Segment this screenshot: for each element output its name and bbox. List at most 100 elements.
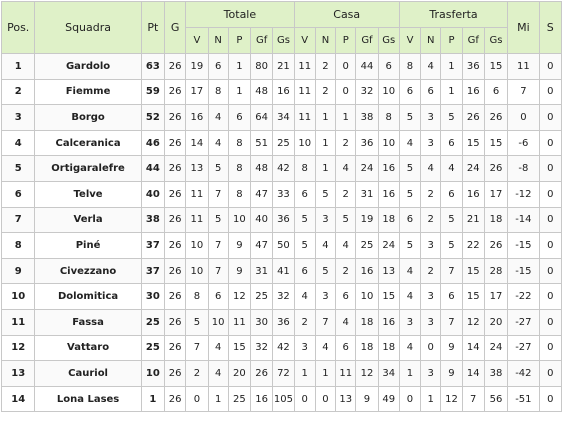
position-cell: 2 xyxy=(0,78,36,106)
casa-gs-cell: 10 xyxy=(377,78,400,106)
s-cell: 0 xyxy=(538,180,563,208)
s-cell: 0 xyxy=(538,104,563,131)
position-cell: 8 xyxy=(0,232,36,259)
tot-gs-cell: 72 xyxy=(272,360,295,387)
tras-v-cell: 4 xyxy=(398,283,422,310)
tot-gs-cell: 36 xyxy=(272,206,295,234)
tras-gf-cell: 14 xyxy=(461,360,485,387)
games-cell: 26 xyxy=(163,334,187,362)
points-cell: 37 xyxy=(140,232,166,259)
points-cell: 38 xyxy=(140,206,166,234)
tot-gs-cell: 16 xyxy=(272,78,295,106)
tras-n-cell: 3 xyxy=(420,308,442,336)
team-name-cell: Telve xyxy=(34,180,142,208)
tot-v-cell: 8 xyxy=(185,283,209,310)
games-cell: 26 xyxy=(163,129,187,157)
casa-v-cell: 10 xyxy=(293,129,316,157)
casa-gs-cell: 34 xyxy=(377,360,400,387)
header-team: Squadra xyxy=(34,1,142,54)
tras-gs-cell: 26 xyxy=(483,155,509,182)
tras-gs-cell: 17 xyxy=(483,180,509,208)
tot-gf-cell: 51 xyxy=(250,129,274,157)
casa-p-cell: 0 xyxy=(335,53,357,80)
tras-p-cell: 12 xyxy=(440,385,463,413)
tras-n-cell: 2 xyxy=(420,180,442,208)
casa-gs-cell: 49 xyxy=(377,385,400,413)
casa-p-cell: 0 xyxy=(335,78,357,106)
casa-v-cell: 3 xyxy=(293,334,316,362)
tot-n-cell: 6 xyxy=(207,53,229,80)
tot-gs-cell: 41 xyxy=(272,257,295,285)
casa-p-cell: 4 xyxy=(335,308,357,336)
team-name-cell: Piné xyxy=(34,232,142,259)
games-cell: 26 xyxy=(163,257,187,285)
tras-gs-cell: 28 xyxy=(483,257,509,285)
points-cell: 40 xyxy=(140,180,166,208)
casa-p-cell: 6 xyxy=(335,334,357,362)
casa-n-cell: 7 xyxy=(314,308,337,336)
casa-n-cell: 1 xyxy=(314,155,337,182)
tot-v-cell: 11 xyxy=(185,206,209,234)
team-name-cell: Gardolo xyxy=(34,53,142,80)
tot-gf-cell: 32 xyxy=(250,334,274,362)
tras-gf-cell: 16 xyxy=(461,78,485,106)
tras-v-cell: 0 xyxy=(398,385,422,413)
tras-v-cell: 8 xyxy=(398,53,422,80)
tot-n-cell: 5 xyxy=(207,206,229,234)
position-cell: 3 xyxy=(0,104,36,131)
position-cell: 4 xyxy=(0,129,36,157)
tot-gf-cell: 26 xyxy=(250,360,274,387)
casa-gf-cell: 24 xyxy=(355,155,379,182)
position-cell: 7 xyxy=(0,206,36,234)
position-cell: 9 xyxy=(0,257,36,285)
tras-v-cell: 6 xyxy=(398,206,422,234)
tot-n-cell: 8 xyxy=(207,78,229,106)
tot-p-cell: 8 xyxy=(227,129,252,157)
tot-v-cell: 13 xyxy=(185,155,209,182)
tot-gs-cell: 50 xyxy=(272,232,295,259)
mi-cell: -27 xyxy=(507,334,540,362)
casa-gf-cell: 18 xyxy=(355,308,379,336)
tras-n-cell: 4 xyxy=(420,155,442,182)
team-name-cell: Civezzano xyxy=(34,257,142,285)
mi-cell: 11 xyxy=(507,53,540,80)
team-name-cell: Borgo xyxy=(34,104,142,131)
tras-n-cell: 3 xyxy=(420,232,442,259)
tras-v-cell: 4 xyxy=(398,129,422,157)
tot-gf-cell: 40 xyxy=(250,206,274,234)
tras-p-cell: 6 xyxy=(440,180,463,208)
casa-v-cell: 2 xyxy=(293,308,316,336)
mi-cell: -51 xyxy=(507,385,540,413)
casa-n-cell: 3 xyxy=(314,206,337,234)
tras-v-cell: 5 xyxy=(398,180,422,208)
tot-gf-cell: 30 xyxy=(250,308,274,336)
casa-gf-cell: 9 xyxy=(355,385,379,413)
team-name-cell: Verla xyxy=(34,206,142,234)
tot-v-cell: 5 xyxy=(185,308,209,336)
table-row: 8 Piné 37 26 10 7 9 47 50 5 4 4 25 24 5 3 5 22 26 -15 0 xyxy=(0,232,563,259)
tot-v-cell: 14 xyxy=(185,129,209,157)
casa-p-cell: 11 xyxy=(335,360,357,387)
tras-p-cell: 1 xyxy=(440,78,463,106)
tras-gf-cell: 7 xyxy=(461,385,485,413)
s-cell: 0 xyxy=(538,129,563,157)
tras-n-cell: 2 xyxy=(420,257,442,285)
casa-n-cell: 1 xyxy=(314,104,337,131)
points-cell: 63 xyxy=(140,53,166,80)
tot-n-cell: 10 xyxy=(207,308,229,336)
tot-gs-cell: 21 xyxy=(272,53,295,80)
games-cell: 26 xyxy=(163,78,187,106)
tras-n-cell: 3 xyxy=(420,360,442,387)
header-group-trasferta: Trasferta xyxy=(398,1,509,28)
games-cell: 26 xyxy=(163,283,187,310)
casa-p-cell: 1 xyxy=(335,104,357,131)
tras-gf-cell: 16 xyxy=(461,180,485,208)
casa-n-cell: 5 xyxy=(314,180,337,208)
tras-gs-cell: 38 xyxy=(483,360,509,387)
casa-v-cell: 0 xyxy=(293,385,316,413)
tot-v-cell: 10 xyxy=(185,257,209,285)
tot-p-cell: 10 xyxy=(227,206,252,234)
tras-gs-cell: 6 xyxy=(483,78,509,106)
table-row: 3 Borgo 52 26 16 4 6 64 34 11 1 1 38 8 5 3 5 26 26 0 0 xyxy=(0,104,563,131)
mi-cell: -15 xyxy=(507,232,540,259)
